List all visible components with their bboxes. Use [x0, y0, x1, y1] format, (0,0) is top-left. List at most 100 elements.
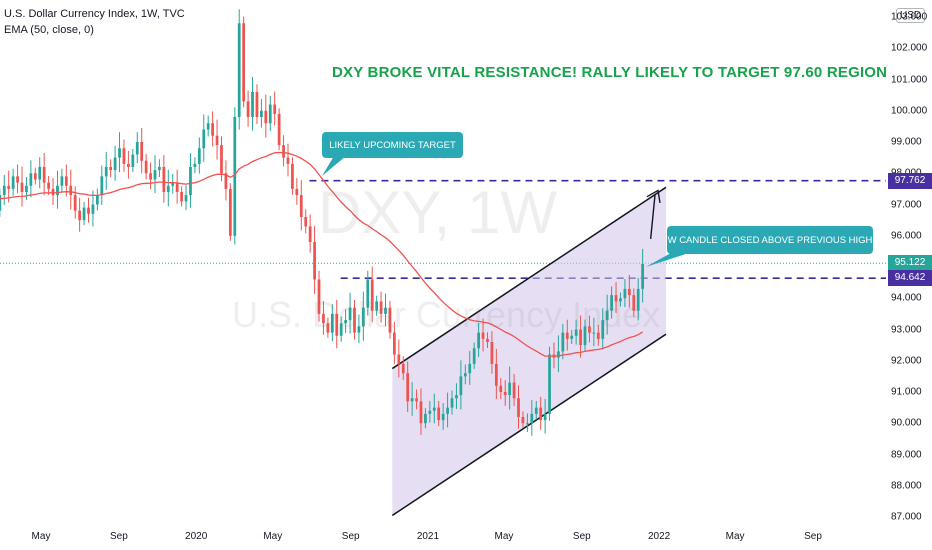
- ema-line: [0, 151, 643, 357]
- candle: [326, 317, 330, 338]
- candle: [357, 314, 361, 344]
- time-tick-label: May: [725, 531, 745, 542]
- candle-body: [366, 279, 370, 308]
- candle: [29, 160, 33, 198]
- candle: [246, 90, 250, 127]
- candle: [539, 396, 543, 430]
- candle-body: [228, 188, 232, 236]
- price-tick-label: 91.000: [891, 386, 922, 398]
- candle: [455, 383, 458, 409]
- candle: [344, 309, 347, 333]
- candle-body: [557, 351, 560, 358]
- indicator-legend[interactable]: EMA (50, close, 0): [4, 24, 94, 36]
- time-tick-label: May: [494, 531, 514, 542]
- candle-body: [242, 23, 246, 102]
- candle-body: [446, 407, 449, 414]
- candle-body: [468, 363, 472, 374]
- currency-button[interactable]: USD: [896, 8, 926, 23]
- candle-body: [91, 204, 95, 214]
- candle-body: [220, 145, 223, 174]
- candle-body: [486, 338, 489, 342]
- candle-body: [432, 407, 436, 411]
- candle: [118, 132, 121, 173]
- last-price-tag[interactable]: 95.122: [888, 255, 932, 272]
- price-tick-label: 101.000: [891, 74, 928, 85]
- level-tag-94.642[interactable]: 94.642: [888, 270, 932, 287]
- candle: [623, 279, 627, 308]
- candles-layer: [0, 9, 645, 436]
- candle: [291, 157, 294, 195]
- level-tag-97.762[interactable]: 97.762: [888, 172, 932, 189]
- candle: [353, 299, 356, 340]
- candle: [255, 84, 259, 124]
- candle-body: [2, 185, 6, 196]
- candle: [162, 155, 166, 203]
- candle: [100, 165, 104, 205]
- candle: [277, 108, 281, 151]
- candle-body: [490, 342, 494, 364]
- candle-body: [38, 167, 42, 180]
- candle-body: [78, 210, 82, 221]
- candle: [335, 299, 339, 349]
- candle: [228, 183, 232, 241]
- candle: [308, 214, 312, 253]
- candle-body: [641, 263, 645, 289]
- candle-body: [317, 279, 321, 314]
- candle-body: [135, 142, 139, 155]
- candle-body: [158, 167, 161, 171]
- candle-body: [379, 301, 383, 314]
- candle-body: [583, 326, 587, 346]
- candle: [543, 398, 547, 434]
- candle-body: [180, 192, 183, 202]
- candle: [397, 339, 401, 378]
- candle-body: [51, 188, 55, 196]
- candle: [7, 170, 11, 203]
- idea-title-annotation[interactable]: DXY BROKE VITAL RESISTANCE! RALLY LIKELY…: [332, 64, 888, 81]
- price-tick-label: 100.000: [891, 105, 928, 117]
- candle: [242, 16, 246, 108]
- candle-body: [592, 332, 596, 334]
- candle: [202, 114, 206, 162]
- time-tick-label: 2022: [647, 531, 671, 542]
- candle: [486, 332, 489, 348]
- candle-body: [543, 413, 547, 421]
- callout-candle-closed[interactable]: W CANDLE CLOSED ABOVE PREVIOUS HIGH: [667, 226, 873, 254]
- candle-body: [322, 313, 325, 324]
- candle: [636, 278, 640, 321]
- candle-body: [406, 373, 410, 402]
- candle-body: [561, 332, 565, 352]
- candle: [69, 169, 73, 210]
- candle: [494, 348, 498, 400]
- candle-body: [632, 295, 636, 311]
- candle: [614, 282, 618, 313]
- symbol-title[interactable]: U.S. Dollar Currency Index, 1W, TVC: [4, 8, 185, 20]
- candle-body: [104, 167, 108, 177]
- watermark-description: U.S. Dollar Currency Index: [232, 294, 661, 335]
- candle-body: [64, 176, 68, 186]
- candle: [237, 9, 241, 130]
- candle-body: [419, 401, 423, 424]
- candle: [503, 380, 507, 406]
- candle: [428, 400, 432, 423]
- candle-body: [118, 148, 121, 158]
- candle: [131, 148, 135, 173]
- candle-body: [588, 326, 591, 333]
- candle-body: [260, 110, 263, 117]
- candle: [450, 390, 454, 415]
- candle: [95, 188, 99, 211]
- candle: [499, 378, 503, 399]
- candle-body: [60, 176, 64, 186]
- candle-body: [153, 170, 157, 180]
- candle: [158, 159, 161, 178]
- candle-body: [313, 242, 316, 280]
- candle: [361, 291, 365, 341]
- candle: [153, 155, 157, 193]
- callout-upcoming-target[interactable]: LIKELY UPCOMING TARGET: [322, 132, 463, 158]
- candle-body: [623, 288, 627, 299]
- candle-body: [437, 407, 441, 421]
- candle-body: [25, 185, 28, 192]
- candle: [517, 385, 520, 429]
- candle: [282, 135, 285, 167]
- candle: [33, 167, 37, 185]
